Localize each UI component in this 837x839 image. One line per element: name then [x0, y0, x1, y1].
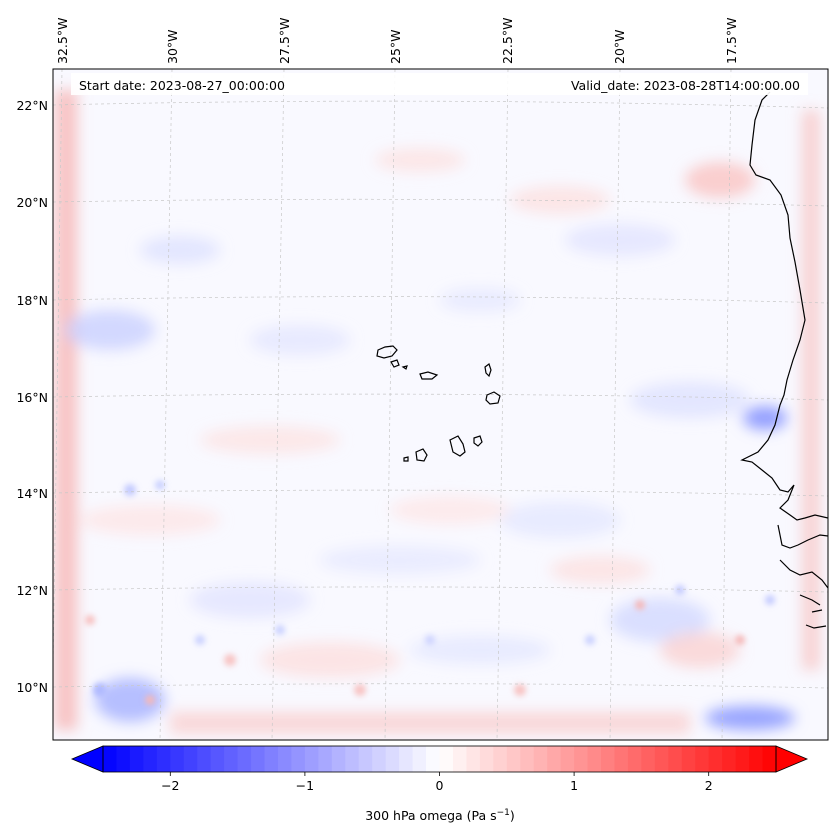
colorbar-cell [601, 746, 616, 772]
colorbar-label-close: ) [510, 808, 515, 823]
colorbar-cell [479, 746, 494, 772]
colorbar-cell [385, 746, 400, 772]
colorbar-cell [116, 746, 131, 772]
header-box [71, 73, 808, 95]
colorbar-tick-label: 2 [705, 778, 713, 793]
lon-label: 30°W [165, 29, 180, 64]
colorbar-tick-label: −1 [296, 778, 314, 793]
colorbar-cell [183, 746, 198, 772]
colorbar-cell [560, 746, 575, 772]
colorbar-cell [170, 746, 185, 772]
colorbar-cell [210, 746, 225, 772]
colorbar-cell [695, 746, 710, 772]
colorbar-cell [466, 746, 481, 772]
colorbar-tick-label: 1 [570, 778, 578, 793]
colorbar-cell [304, 746, 319, 772]
colorbar-label-exponent: −1 [497, 808, 510, 818]
valid-date-label: Valid_date: 2023-08-28T14:00:00.00 [571, 78, 800, 93]
colorbar-cell [493, 746, 508, 772]
colorbar-cell [762, 746, 777, 772]
colorbar-cell [452, 746, 468, 772]
colorbar-cell [574, 746, 589, 772]
colorbar-cell [708, 746, 723, 772]
colorbar-cell [426, 746, 441, 772]
lon-label: 17.5°W [724, 18, 739, 64]
colorbar-cell [668, 746, 683, 772]
lon-label: 27.5°W [277, 18, 292, 64]
colorbar-cell [520, 746, 535, 772]
start-date-label: Start date: 2023-08-27_00:00:00 [79, 78, 285, 93]
colorbar-cell [412, 746, 427, 772]
colorbar-cell [735, 746, 750, 772]
colorbar-cell [614, 746, 629, 772]
colorbar-ticks: −2 −1 0 1 2 [161, 772, 713, 793]
colorbar-cell [533, 746, 548, 772]
longitude-labels: 32.5°W 30°W 27.5°W 25°W 22.5°W 20°W 17.5… [55, 18, 739, 64]
lon-label: 25°W [388, 29, 403, 64]
colorbar-cell [587, 746, 602, 772]
colorbar-cell [277, 746, 293, 772]
lat-label: 20°N [16, 195, 48, 210]
colorbar-max-extend [775, 745, 809, 773]
latitude-labels: 22°N 20°N 18°N 16°N 14°N 12°N 10°N [16, 98, 48, 695]
colorbar-cell [749, 746, 764, 772]
colorbar-cell [251, 746, 266, 772]
colorbar-cell [547, 746, 562, 772]
gridlines [53, 69, 828, 740]
colorbar-cell [129, 746, 144, 772]
cape-verde-islands [376, 345, 501, 462]
colorbar-cell [264, 746, 279, 772]
colorbar-cells [103, 746, 777, 772]
colorbar-cell [237, 746, 252, 772]
lat-label: 22°N [16, 98, 48, 113]
coastline [740, 91, 828, 629]
colorbar-cell [372, 746, 387, 772]
colorbar-cell [627, 746, 642, 772]
colorbar-label: 300 hPa omega (Pa s−1) [365, 808, 515, 823]
lon-label: 20°W [612, 29, 627, 64]
colorbar-cell [143, 746, 158, 772]
colorbar-label-text: 300 hPa omega (Pa s [365, 808, 496, 823]
colorbar-cell [722, 746, 737, 772]
colorbar-cell [345, 746, 360, 772]
colorbar-tick-label: −2 [161, 778, 179, 793]
colorbar: −2 −1 0 1 2 300 hPa omega (Pa s−1) [70, 745, 809, 823]
omega-field [53, 69, 828, 740]
colorbar-cell [291, 746, 306, 772]
colorbar-cell [358, 746, 373, 772]
colorbar-tick-label: 0 [436, 778, 444, 793]
colorbar-cell [654, 746, 669, 772]
lat-label: 12°N [16, 583, 48, 598]
colorbar-cell [439, 746, 454, 772]
map-frame [52, 68, 829, 741]
lon-label: 32.5°W [55, 18, 70, 64]
colorbar-cell [318, 746, 333, 772]
lat-label: 14°N [16, 486, 48, 501]
colorbar-cell [197, 746, 212, 772]
colorbar-cell [506, 746, 521, 772]
colorbar-cell [156, 746, 171, 772]
colorbar-cell [224, 746, 239, 772]
colorbar-cell [103, 746, 118, 772]
lon-label: 22.5°W [500, 18, 515, 64]
colorbar-cell [681, 746, 696, 772]
colorbar-cell [399, 746, 414, 772]
colorbar-min-extend [70, 745, 104, 773]
colorbar-cell [641, 746, 656, 772]
lat-label: 18°N [16, 293, 48, 308]
lat-label: 16°N [16, 390, 48, 405]
lat-label: 10°N [16, 680, 48, 695]
colorbar-cell [331, 746, 346, 772]
